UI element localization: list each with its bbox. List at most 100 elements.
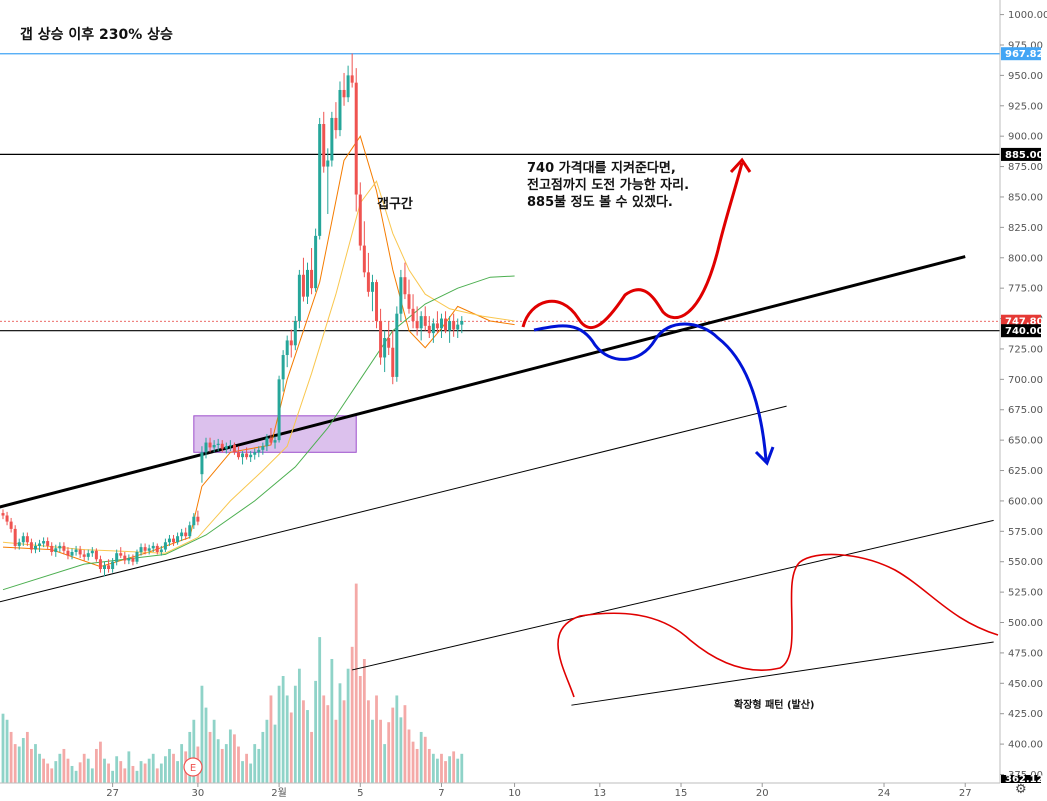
candle-body	[391, 347, 395, 377]
volume-bar	[5, 719, 9, 783]
volume-bar	[387, 722, 391, 783]
candle-body	[46, 541, 50, 546]
candle-body	[123, 555, 127, 561]
price-tick-label: 625.00	[1008, 466, 1043, 477]
price-tick-label: 600.00	[1008, 496, 1043, 507]
price-tick-label: 725.00	[1008, 344, 1043, 355]
volume-bar	[208, 731, 212, 783]
time-axis[interactable]: 27 30 2월 5 7 10 13 15 20 24 27	[0, 782, 1000, 799]
price-tick-label: 650.00	[1008, 436, 1043, 447]
candle-body	[277, 379, 281, 441]
candle-body	[249, 454, 253, 458]
pattern-wave-path	[557, 553, 999, 698]
volume-bar	[302, 700, 305, 783]
volume-bar	[379, 719, 382, 783]
volume-bar	[314, 680, 318, 783]
candle-body	[94, 550, 98, 560]
candle-body	[139, 547, 143, 552]
volume-bar	[452, 751, 456, 783]
price-tick-label: 700.00	[1008, 375, 1043, 386]
volume-bar	[261, 731, 265, 783]
time-tick-label: 15	[675, 788, 688, 799]
volume-bar	[115, 756, 119, 783]
candle-body	[131, 558, 135, 562]
volume-bar	[30, 748, 33, 783]
volume-bar	[273, 724, 277, 783]
candle-body	[395, 313, 399, 377]
candle-body	[439, 318, 443, 329]
volume-bar	[1, 713, 5, 783]
time-tick-label: 2월	[271, 787, 287, 799]
candle-body	[143, 547, 147, 551]
volume-bar	[285, 695, 289, 783]
volume-bar	[330, 658, 334, 783]
volume-bar	[62, 748, 66, 783]
volume-bar	[82, 753, 86, 783]
volume-bar	[99, 741, 102, 783]
candle-body	[159, 549, 163, 552]
candle-body	[204, 442, 208, 453]
candle-body	[74, 549, 78, 552]
candle-body	[366, 272, 370, 292]
price-axis-bg	[1000, 0, 1047, 801]
price-tag-resistance-label: 885.00	[1005, 150, 1044, 161]
gear-icon[interactable]: ⚙	[1015, 782, 1027, 797]
candle-body	[245, 453, 249, 458]
candle-body	[103, 565, 106, 570]
candle-body	[25, 536, 29, 543]
candle-body	[228, 444, 232, 447]
candle-body	[403, 277, 407, 295]
candle-body	[180, 532, 184, 537]
candle-body	[379, 320, 383, 358]
pattern-annotation: 확장형 패턴 (발산)	[734, 700, 815, 711]
volume-bar	[257, 748, 261, 783]
candle-body	[456, 324, 460, 330]
price-tick-label: 550.00	[1008, 557, 1043, 568]
candle-body	[293, 320, 297, 346]
volume-bar	[21, 738, 25, 783]
price-axis[interactable]: 1000.00 975.00 950.00 925.00 900.00 875.00 850…	[999, 0, 1047, 801]
volume-bar	[119, 761, 123, 783]
candle-body	[350, 75, 354, 83]
volume-bar	[90, 768, 94, 783]
volume-bar	[448, 756, 451, 783]
candle-body	[281, 355, 285, 380]
candle-body	[33, 545, 37, 550]
volume-bar	[241, 761, 244, 783]
volume-bar	[415, 748, 419, 783]
volume-bar	[103, 758, 106, 783]
candle-body	[236, 452, 240, 458]
gap-annotation: 갭구간	[377, 197, 413, 212]
volume-bar	[318, 637, 322, 783]
volume-bar	[297, 668, 301, 783]
volume-bar	[411, 741, 415, 783]
price-tick-label: 925.00	[1008, 101, 1043, 112]
volume-bar	[220, 748, 224, 783]
candle-body	[107, 565, 111, 570]
volume-bar	[131, 765, 135, 783]
bull-projection-path	[521, 162, 744, 330]
price-tick-label: 425.00	[1008, 709, 1043, 720]
volume-bar	[407, 729, 411, 783]
event-marker[interactable]: E	[183, 757, 203, 777]
price-tag-support	[1001, 324, 1041, 338]
main-annotation-line3: 885불 정도 볼 수 있겠다.	[527, 195, 673, 210]
candle-body	[184, 532, 188, 537]
candle-body	[346, 75, 350, 98]
volume-bars	[1, 583, 464, 783]
volume-bar	[192, 719, 196, 783]
bull-arrow-head	[729, 157, 752, 174]
bear-arrow-head	[754, 446, 775, 466]
price-tick-label: 475.00	[1008, 648, 1043, 659]
price-tick-label: 775.00	[1008, 284, 1043, 295]
volume-bar	[111, 770, 115, 783]
volume-bar	[155, 768, 159, 783]
volume-bar	[172, 753, 175, 783]
candle-body	[297, 274, 301, 321]
candle-body	[334, 117, 338, 131]
candle-body	[423, 316, 427, 326]
candle-body	[452, 320, 456, 330]
candle-body	[273, 440, 277, 443]
volume-bar	[444, 761, 447, 783]
